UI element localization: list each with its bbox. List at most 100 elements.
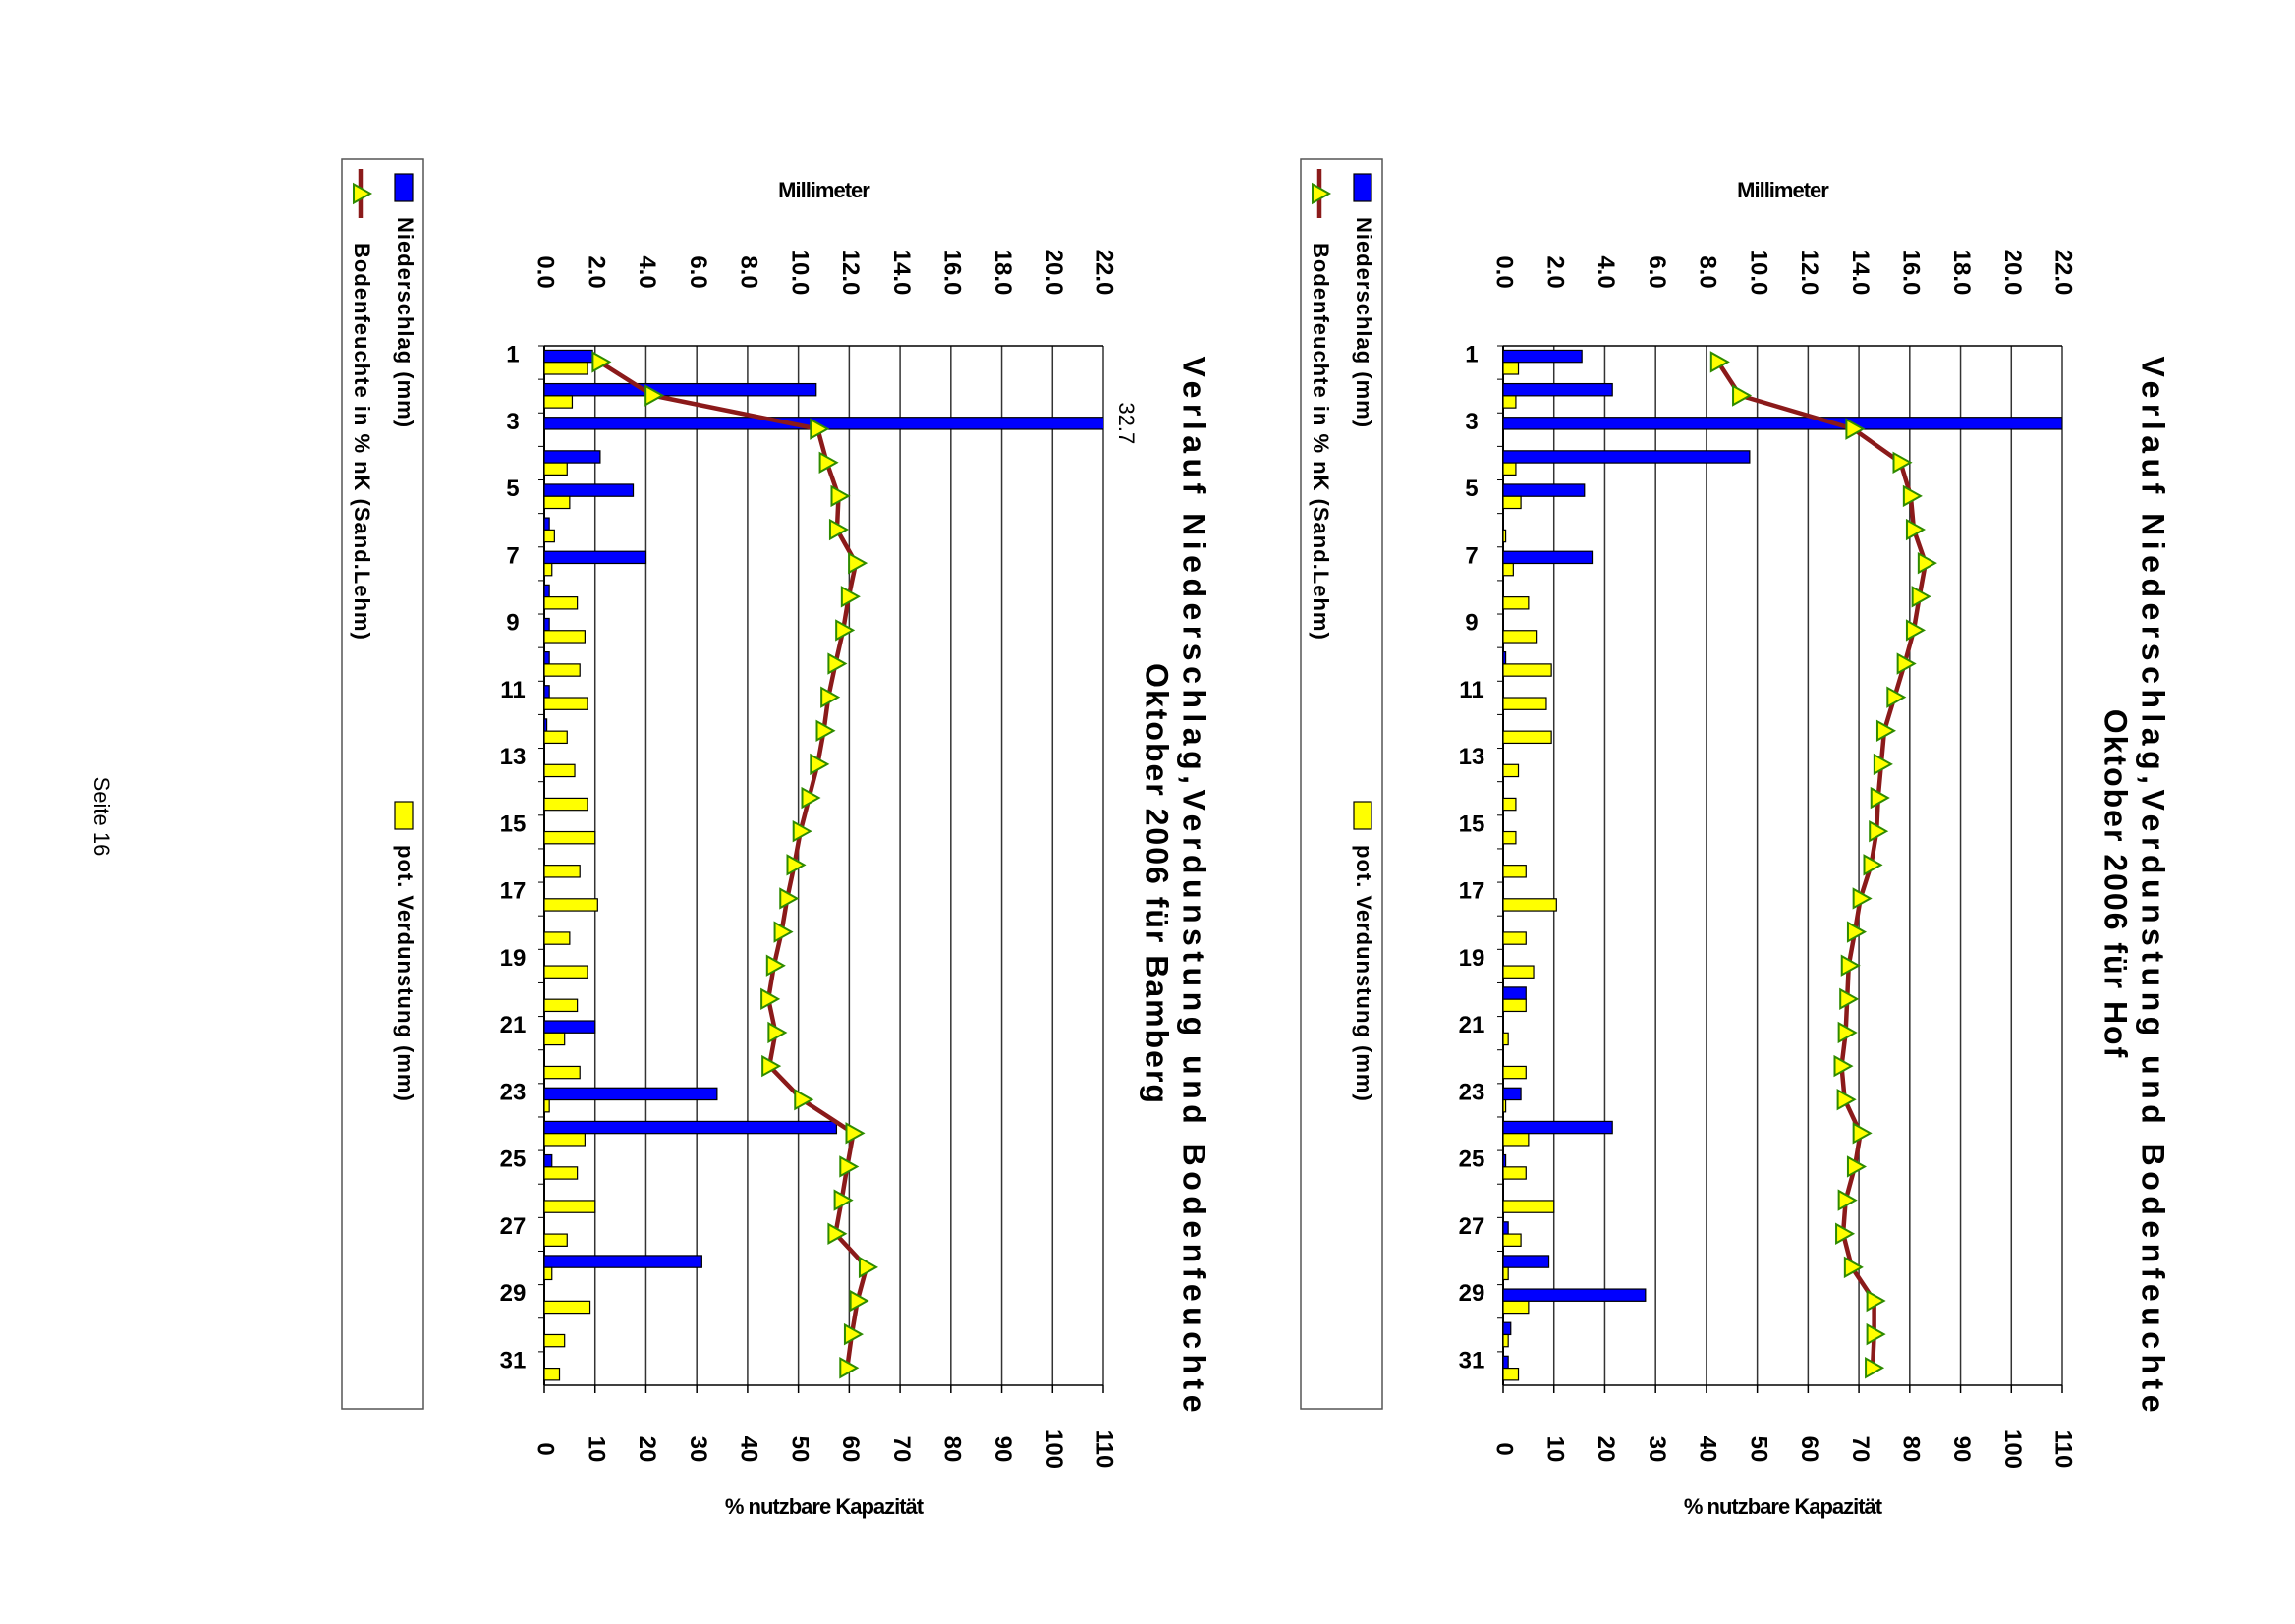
legend-label: Niederschlag (mm) <box>393 217 418 428</box>
x-tick-label: 1 <box>506 342 519 368</box>
line-marker <box>818 451 839 474</box>
bar <box>1503 1098 1507 1113</box>
line-marker <box>827 1222 848 1245</box>
bar <box>1503 462 1517 476</box>
line-marker <box>1905 518 1927 541</box>
line-marker <box>848 551 868 575</box>
legend-marker <box>353 182 373 205</box>
line-marker <box>843 1322 864 1346</box>
line-marker <box>1732 384 1753 407</box>
x-tick-label: 27 <box>1459 1213 1485 1240</box>
line-marker <box>779 887 800 910</box>
y2-tick-label: 10 <box>583 1436 609 1463</box>
bar <box>1503 1333 1509 1348</box>
bar <box>544 1098 550 1113</box>
y2-tick-label: 90 <box>989 1436 1016 1463</box>
y-tick-label: 12.0 <box>1796 250 1822 296</box>
line-marker <box>1836 1089 1857 1111</box>
y-tick-label: 0.0 <box>532 255 559 288</box>
bar <box>1503 830 1517 845</box>
bar <box>544 529 555 543</box>
legend-swatch <box>1353 801 1372 830</box>
y2-tick-label: 90 <box>1948 1436 1975 1463</box>
y2-tick-label: 10 <box>1541 1436 1568 1463</box>
bar <box>1503 931 1527 945</box>
bar <box>544 517 550 531</box>
x-tick-label: 9 <box>506 610 519 637</box>
bar <box>1503 1120 1613 1135</box>
data-label: 32.7 <box>1114 402 1139 444</box>
line-marker <box>1866 1289 1886 1313</box>
legend-swatch <box>394 173 414 202</box>
y-tick-label: 16.0 <box>938 250 965 296</box>
bar <box>1503 1300 1530 1315</box>
legend-label: Bodenfeuchte in % nK (Sand.Lehm) <box>1309 243 1333 641</box>
bar <box>1503 1233 1522 1247</box>
bar <box>544 1266 553 1281</box>
bar <box>544 763 576 778</box>
line-marker <box>1845 418 1866 440</box>
bar <box>1503 596 1530 610</box>
bar <box>544 1233 568 1247</box>
legend-box <box>1300 158 1383 1410</box>
line-marker <box>1846 921 1868 943</box>
y-tick-label: 6.0 <box>1644 255 1670 288</box>
bar <box>1503 630 1538 644</box>
bar <box>544 1133 586 1147</box>
y-tick-label: 10.0 <box>786 250 812 296</box>
legend-label: pot. Verdunstung (mm) <box>393 845 418 1102</box>
y2-tick-label: 110 <box>2050 1430 2077 1469</box>
y-tick-label: 18.0 <box>1948 250 1975 296</box>
bar <box>1503 349 1583 364</box>
line-marker <box>1865 1357 1885 1379</box>
bar <box>544 630 586 644</box>
bar <box>1503 965 1535 979</box>
bar <box>544 596 579 610</box>
y-tick-label: 22.0 <box>2050 250 2077 296</box>
bar <box>1503 362 1520 375</box>
bar <box>544 1255 702 1268</box>
x-tick-label: 19 <box>1459 945 1485 972</box>
line-marker <box>1866 1322 1886 1346</box>
bar <box>544 349 593 364</box>
chart-subtitle: Oktober 2006 für Bamberg <box>1140 663 1175 1105</box>
bar <box>1503 1166 1527 1180</box>
x-tick-label: 13 <box>1459 744 1485 770</box>
bar <box>544 562 553 577</box>
bar <box>544 450 601 464</box>
y2-tick-label: 30 <box>1644 1436 1670 1463</box>
y2-tick-label: 0 <box>1491 1442 1518 1455</box>
x-tick-label: 25 <box>500 1147 527 1173</box>
bar <box>544 1032 566 1046</box>
line-marker <box>1840 954 1861 977</box>
y-tick-label: 2.0 <box>583 255 609 288</box>
bar <box>544 685 550 699</box>
line-marker <box>1896 652 1917 675</box>
bar <box>544 362 588 375</box>
line-marker <box>828 518 849 541</box>
bar <box>544 898 598 912</box>
y2-tick-label: 100 <box>1999 1429 2026 1469</box>
y2-tick-label: 100 <box>1040 1429 1067 1469</box>
bar <box>1503 1133 1530 1147</box>
bar <box>1503 797 1517 812</box>
line-marker <box>1837 1189 1858 1211</box>
line-marker <box>830 484 851 508</box>
bar <box>544 1333 566 1348</box>
x-tick-label: 19 <box>500 945 527 972</box>
chart-title: Verlauf Niederschlag,Verdunstung und Bod… <box>1177 357 1212 1413</box>
line-marker <box>835 619 856 642</box>
line-marker <box>839 1155 860 1178</box>
y-axis-label: Millimeter <box>778 178 870 202</box>
y-axis-label: Millimeter <box>1737 178 1829 202</box>
line-marker <box>794 1089 814 1111</box>
line-marker <box>761 1054 782 1078</box>
bar <box>544 1020 596 1034</box>
bar <box>544 865 581 878</box>
plot-area <box>1503 349 2062 1381</box>
bar <box>1503 1321 1512 1336</box>
x-tick-label: 31 <box>500 1347 527 1373</box>
x-tick-label: 1 <box>1465 342 1478 368</box>
